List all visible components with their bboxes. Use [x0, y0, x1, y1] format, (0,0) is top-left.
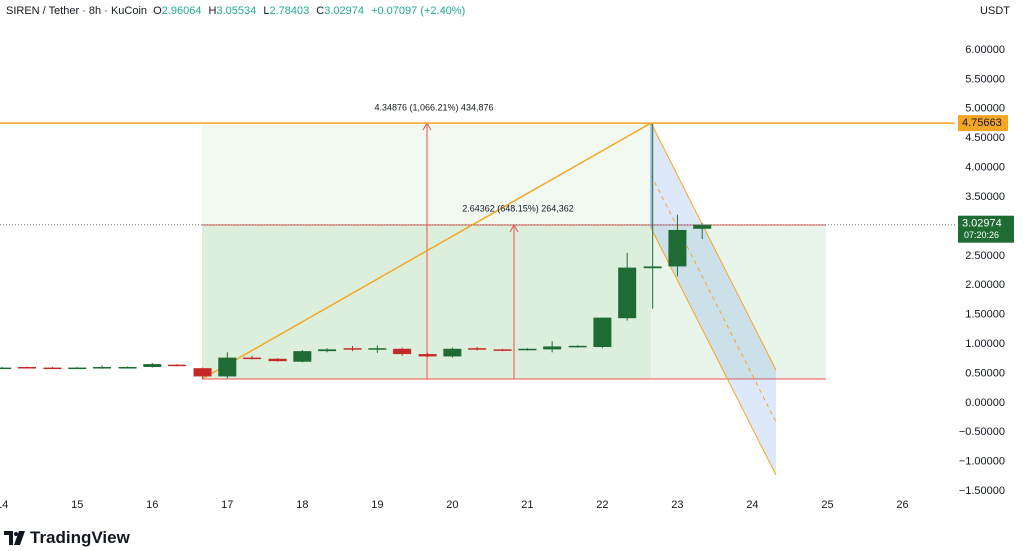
y-tick-label: −0.50000 — [959, 426, 1005, 438]
x-tick-label: 26 — [896, 499, 908, 511]
candle-body — [343, 348, 362, 350]
candle-body — [243, 357, 262, 360]
candle-body — [468, 348, 487, 350]
candle-body — [268, 358, 287, 362]
measure-label: 2.64362 (648.15%) 264,362 — [462, 203, 574, 213]
candle-body — [168, 364, 187, 367]
x-tick-label: 18 — [296, 499, 308, 511]
y-tick-label: 0.50000 — [965, 367, 1005, 379]
countdown: 07:20:26 — [964, 230, 999, 240]
channel-line — [650, 122, 777, 371]
legend-key: O — [153, 5, 162, 17]
price-label-box — [958, 115, 1008, 132]
candle-body — [418, 354, 437, 357]
candle-body — [118, 367, 137, 369]
y-tick-label: 5.50000 — [965, 73, 1005, 85]
candle-body — [218, 357, 237, 377]
candle-body — [368, 348, 387, 350]
brand: TradingView — [30, 528, 130, 547]
legend-value: 2.96064 — [161, 5, 202, 17]
x-tick-label: 25 — [821, 499, 833, 511]
y-tick-label: 2.50000 — [965, 250, 1005, 262]
currency: USDT — [980, 5, 1010, 17]
candle-body — [518, 348, 537, 351]
channel-line — [650, 227, 777, 476]
x-tick-label: 22 — [596, 499, 608, 511]
candle-body — [693, 224, 712, 229]
x-tick-label: 17 — [221, 499, 233, 511]
candle-body — [443, 348, 462, 357]
candle-body — [0, 367, 12, 370]
candle-body — [143, 364, 162, 368]
candle-body — [618, 267, 637, 319]
x-tick-label: 15 — [71, 499, 83, 511]
last-price-box — [958, 215, 1014, 243]
y-tick-label: 1.00000 — [965, 338, 1005, 350]
legend: SIREN / Tether · 8h · KuCoin O2.96064 H3… — [6, 5, 469, 17]
price-label: 4.75663 — [962, 117, 1002, 129]
x-tick-label: 19 — [371, 499, 383, 511]
candle-body — [393, 348, 412, 355]
legend-value: 3.05534 — [216, 5, 257, 17]
x-tick-label: 21 — [521, 499, 533, 511]
trend-line — [201, 122, 652, 380]
y-tick-label: 3.50000 — [965, 191, 1005, 203]
legend-key: H — [208, 5, 217, 17]
change: +0.07097 (+2.40%) — [371, 5, 466, 17]
y-tick-label: −1.00000 — [959, 456, 1005, 468]
candle-body — [668, 229, 687, 267]
x-tick-label: 23 — [671, 499, 683, 511]
measure-label: 4.34876 (1,066.21%) 434,876 — [374, 102, 493, 112]
legend-key: L — [263, 5, 270, 17]
x-tick-label: 20 — [446, 499, 458, 511]
legend-key: C — [316, 5, 325, 17]
channel-mid — [650, 174, 777, 423]
y-tick-label: 4.00000 — [965, 162, 1005, 174]
candle-body — [568, 345, 587, 348]
y-tick-label: −1.50000 — [959, 485, 1005, 497]
candle-body — [193, 368, 212, 377]
y-tick-label: 4.50000 — [965, 132, 1005, 144]
candle-body — [293, 351, 312, 362]
x-tick-label: 16 — [146, 499, 158, 511]
legend-value: 2.78403 — [269, 5, 310, 17]
symbol: SIREN / Tether · 8h · KuCoin — [6, 5, 148, 17]
x-tick-label: 24 — [746, 499, 758, 511]
y-tick-label: 1.50000 — [965, 309, 1005, 321]
logo — [4, 531, 25, 545]
y-tick-label: 0.00000 — [965, 397, 1005, 409]
candle-body — [18, 367, 37, 369]
last-price-label: 3.02974 — [962, 218, 1002, 230]
candle-body — [543, 346, 562, 350]
legend-value: 3.02974 — [324, 5, 364, 17]
y-tick-label: 5.00000 — [965, 103, 1005, 115]
x-tick-label: 14 — [0, 499, 8, 511]
candle-body — [643, 266, 662, 269]
candle-body — [43, 367, 62, 370]
candle-body — [493, 349, 512, 351]
candle-body — [318, 349, 337, 352]
candle-body — [593, 317, 612, 348]
candle-body — [68, 367, 87, 370]
candle-body — [93, 367, 112, 369]
y-tick-label: 2.00000 — [965, 279, 1005, 291]
y-tick-label: 6.00000 — [965, 44, 1005, 56]
